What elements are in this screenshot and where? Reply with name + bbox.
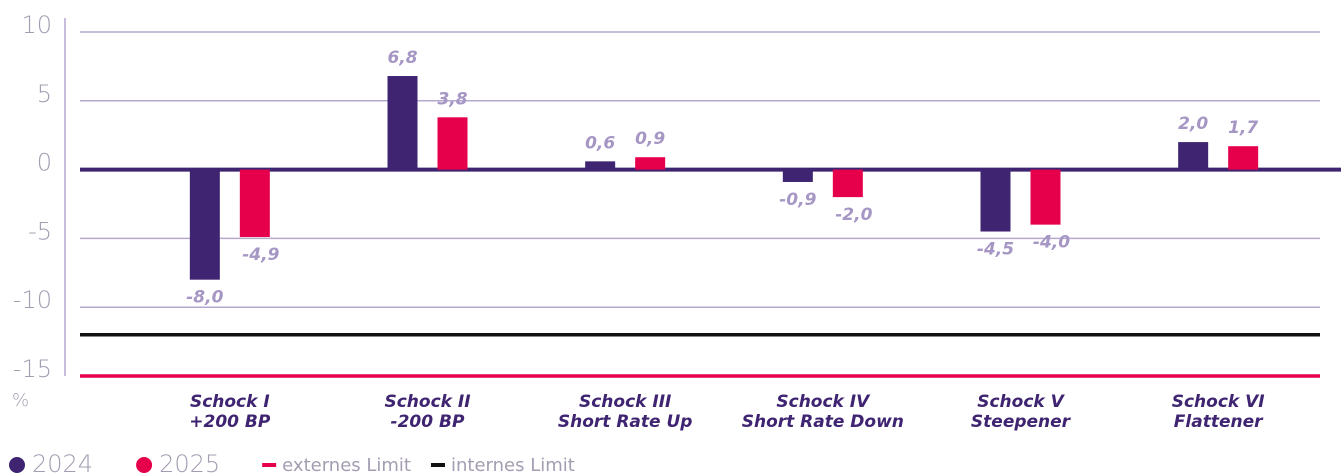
bar [189,169,220,280]
bar [635,157,666,170]
value-label: 0,6 [585,133,615,153]
x-tick-label: Short Rate Up [558,412,693,432]
legend-label: 2025 [159,450,220,475]
x-tick-label: Schock III [579,392,671,412]
x-tick-label: Steepener [971,412,1072,432]
value-label: -2,0 [835,205,872,225]
value-label: -4,5 [977,240,1014,260]
legend-marker [136,457,153,473]
bar [585,161,616,170]
value-label: 6,8 [387,48,417,68]
bar [1178,142,1209,170]
y-tick-label: -10 [13,286,52,314]
bar [782,169,813,182]
value-label: -0,9 [779,190,816,210]
x-tick-label: Schock II [384,392,470,412]
bar [387,76,418,170]
x-tick-label: -200 BP [391,412,465,432]
value-label: 0,9 [635,129,665,149]
y-unit: % [12,390,29,411]
y-tick-label: -5 [28,217,52,245]
legend-label: externes Limit [282,455,411,475]
value-label: 2,0 [1178,114,1208,134]
x-tick-label: Flattener [1174,412,1264,432]
value-label: 1,7 [1228,118,1258,138]
bar [1030,169,1061,225]
legend-label: internes Limit [451,455,575,475]
x-tick-label: Schock I [190,392,270,412]
y-tick-label: 0 [37,149,52,177]
value-label: 3,8 [437,89,467,109]
bar [832,169,863,198]
legend-label: 2024 [32,450,93,475]
x-tick-label: +200 BP [189,412,271,432]
legend-marker [9,457,25,473]
x-tick-label: Schock V [977,392,1065,412]
x-tick-label: Schock IV [776,392,871,412]
y-tick-label: -15 [13,355,52,383]
value-label: -4,9 [242,245,279,265]
value-label: -4,0 [1033,233,1070,253]
y-tick-label: 5 [37,80,52,108]
value-label: -8,0 [186,288,223,308]
x-tick-label: Schock VI [1172,392,1265,412]
bar [239,169,270,238]
bar [1228,146,1259,170]
bar [437,117,468,170]
y-tick-label: 10 [21,11,52,39]
x-tick-label: Short Rate Down [742,412,904,432]
bar [980,169,1011,232]
